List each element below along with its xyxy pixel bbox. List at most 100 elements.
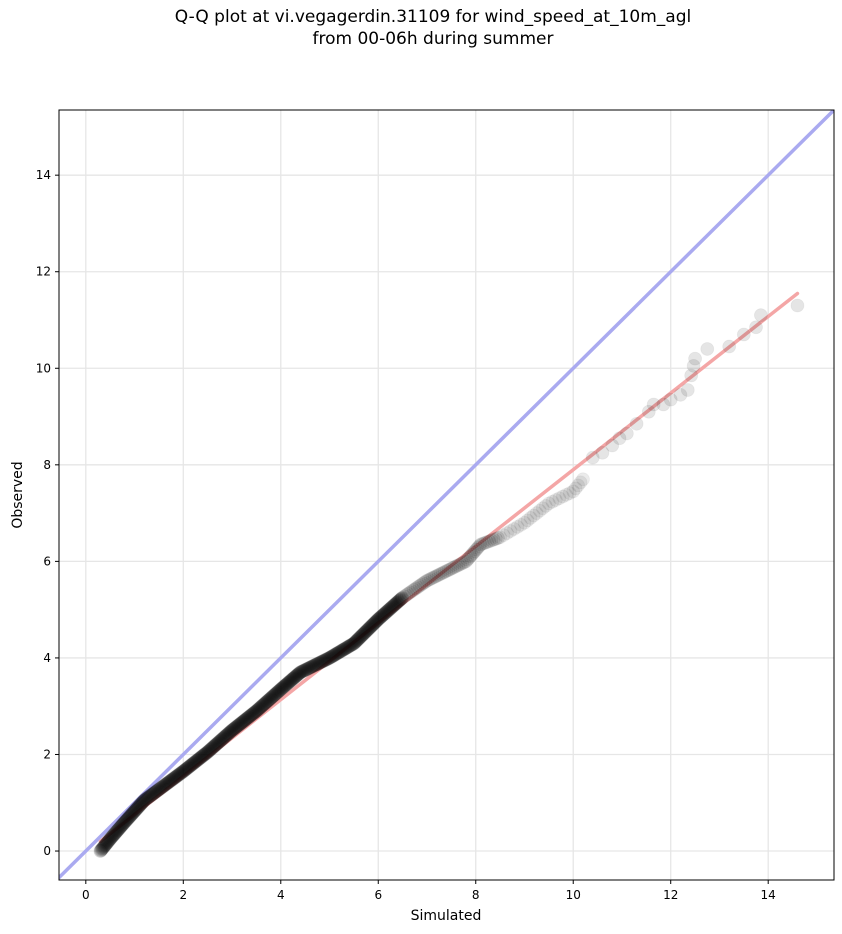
qq-point bbox=[484, 533, 499, 548]
qq-point bbox=[244, 707, 259, 722]
qq-point bbox=[410, 580, 425, 595]
qq-point bbox=[147, 785, 162, 800]
qq-point bbox=[381, 603, 396, 618]
qq-point bbox=[132, 799, 146, 814]
qq-point bbox=[174, 765, 189, 780]
x-tick-label: 6 bbox=[374, 888, 382, 902]
qq-point bbox=[312, 656, 327, 670]
qq-point bbox=[416, 576, 431, 591]
qq-point bbox=[355, 628, 370, 642]
qq-point bbox=[278, 678, 293, 693]
qq-point bbox=[180, 761, 195, 776]
qq-point bbox=[238, 712, 253, 727]
qq-point bbox=[359, 624, 373, 639]
qq-point bbox=[98, 837, 113, 852]
qq-point bbox=[255, 698, 270, 713]
qq-point bbox=[619, 426, 634, 441]
qq-point bbox=[453, 557, 468, 572]
qq-point bbox=[264, 690, 279, 705]
qq-point bbox=[117, 815, 132, 830]
qq-point bbox=[170, 768, 185, 783]
qq-point bbox=[275, 681, 290, 695]
qq-point bbox=[137, 793, 152, 808]
qq-point bbox=[349, 634, 363, 649]
qq-point bbox=[304, 660, 319, 674]
qq-point bbox=[127, 803, 142, 818]
qq-point bbox=[480, 535, 495, 549]
qq-point bbox=[203, 743, 217, 757]
y-tick-label: 4 bbox=[43, 651, 51, 665]
qq-point bbox=[199, 745, 214, 760]
qq-point bbox=[117, 815, 132, 829]
qq-point bbox=[101, 834, 116, 849]
qq-point bbox=[323, 650, 338, 665]
qq-point bbox=[315, 654, 330, 669]
qq-point bbox=[164, 773, 179, 788]
chart-title-line-2: from 00-06h during summer bbox=[312, 29, 554, 49]
qq-point bbox=[394, 591, 409, 606]
qq-point bbox=[102, 832, 117, 847]
qq-point bbox=[113, 819, 128, 834]
qq-point bbox=[307, 658, 321, 673]
qq-point bbox=[388, 597, 402, 612]
qq-point bbox=[199, 746, 213, 761]
qq-point bbox=[285, 672, 300, 686]
qq-point bbox=[451, 558, 466, 573]
qq-point bbox=[105, 829, 120, 844]
qq-point bbox=[289, 668, 304, 683]
qq-point bbox=[332, 645, 346, 660]
qq-point bbox=[372, 611, 387, 625]
qq-point bbox=[324, 649, 339, 664]
qq-point bbox=[103, 831, 118, 846]
qq-point bbox=[287, 670, 302, 685]
qq-point bbox=[369, 614, 384, 629]
qq-point bbox=[309, 657, 324, 672]
qq-point bbox=[143, 788, 158, 803]
qq-point bbox=[384, 600, 399, 615]
qq-point bbox=[114, 819, 129, 833]
qq-point bbox=[291, 666, 306, 681]
qq-point bbox=[94, 842, 109, 857]
gridlines bbox=[59, 110, 834, 880]
qq-point bbox=[339, 641, 353, 656]
x-tick-label: 12 bbox=[663, 888, 678, 902]
qq-point bbox=[220, 727, 235, 742]
qq-point bbox=[523, 511, 538, 525]
qq-point bbox=[130, 801, 144, 816]
qq-point bbox=[100, 835, 115, 850]
qq-point bbox=[377, 606, 392, 621]
qq-point bbox=[337, 642, 352, 657]
qq-point bbox=[371, 612, 386, 627]
qq-point bbox=[162, 774, 177, 789]
qq-point bbox=[192, 751, 207, 766]
qq-point bbox=[372, 611, 386, 626]
qq-point bbox=[216, 730, 231, 745]
qq-point bbox=[104, 830, 119, 845]
qq-point bbox=[351, 632, 366, 647]
qq-point bbox=[325, 649, 340, 664]
qq-point bbox=[439, 564, 454, 578]
fit-line bbox=[98, 291, 800, 844]
qq-point bbox=[214, 732, 229, 747]
qq-point bbox=[418, 575, 433, 589]
qq-point bbox=[108, 825, 123, 840]
qq-point bbox=[503, 524, 518, 538]
qq-point bbox=[193, 750, 208, 765]
y-tick-label: 6 bbox=[43, 554, 51, 568]
qq-point bbox=[263, 691, 278, 706]
qq-point bbox=[130, 800, 145, 815]
qq-point bbox=[152, 782, 166, 797]
qq-point bbox=[268, 687, 283, 701]
qq-point bbox=[173, 766, 188, 781]
qq-point bbox=[266, 689, 281, 703]
qq-point bbox=[203, 742, 218, 757]
qq-point bbox=[192, 752, 206, 766]
qq-point bbox=[352, 630, 367, 645]
qq-point bbox=[541, 496, 556, 511]
qq-point bbox=[123, 808, 138, 823]
qq-point bbox=[128, 803, 143, 817]
qq-point bbox=[367, 616, 381, 631]
qq-point bbox=[183, 758, 198, 773]
qq-point bbox=[388, 596, 403, 611]
qq-point bbox=[663, 392, 678, 407]
